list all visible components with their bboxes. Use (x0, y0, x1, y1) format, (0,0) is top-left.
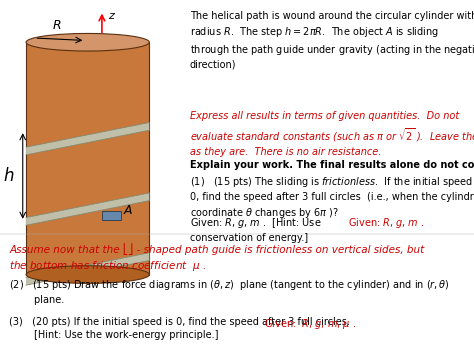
Text: the bottom has friction coefficient  $\mu$ .: the bottom has friction coefficient $\mu… (9, 259, 207, 273)
Ellipse shape (26, 266, 149, 283)
Text: $h$: $h$ (3, 167, 14, 185)
Text: Express all results in terms of given quantities.  Do not
evaluate standard cons: Express all results in terms of given qu… (190, 111, 474, 157)
Text: $A$: $A$ (123, 204, 134, 217)
Text: (2)   (15 pts) Draw the force diagrams in $(\theta, z)$  plane (tangent to the c: (2) (15 pts) Draw the force diagrams in … (9, 278, 450, 305)
Text: Explain your work. The final results alone do not count.: Explain your work. The final results alo… (190, 160, 474, 170)
Text: Given:  $R$, $g$, $m$, $\mu$ .: Given: $R$, $g$, $m$, $\mu$ . (264, 317, 356, 331)
Polygon shape (26, 253, 149, 285)
Text: (1)   (15 pts) The sliding is $\it{frictionless}$.  If the initial speed is
0, f: (1) (15 pts) The sliding is $\it{frictio… (190, 175, 474, 220)
Text: The helical path is wound around the circular cylinder with
radius $R$.  The ste: The helical path is wound around the cir… (190, 11, 474, 70)
Text: Assume now that the ⎣⎦ - shaped path guide is frictionless on vertical sides, bu: Assume now that the ⎣⎦ - shaped path gui… (9, 243, 425, 255)
Polygon shape (26, 193, 149, 225)
Ellipse shape (26, 33, 149, 51)
Text: $z$: $z$ (108, 11, 116, 20)
Text: (3)   (20 pts) If the initial speed is 0, find the speed after 3 full circles.  : (3) (20 pts) If the initial speed is 0, … (9, 317, 432, 340)
Text: $R$: $R$ (52, 19, 62, 32)
Polygon shape (26, 122, 149, 155)
Bar (102, 211, 121, 220)
Text: Given: $R$, $g$, $m$ .  [Hint: Use
conservation of energy.]: Given: $R$, $g$, $m$ . [Hint: Use conser… (190, 216, 321, 243)
Bar (26, 42, 149, 275)
Text: Given: $R$, $g$, $m$ .: Given: $R$, $g$, $m$ . (348, 216, 425, 230)
